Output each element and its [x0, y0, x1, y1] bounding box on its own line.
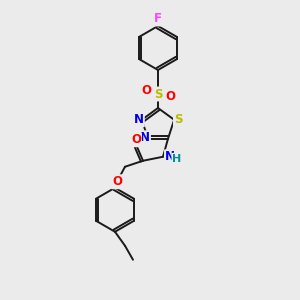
Text: S: S: [154, 88, 162, 100]
Text: O: O: [112, 175, 122, 188]
Text: O: O: [165, 91, 175, 103]
Text: N: N: [165, 150, 175, 163]
Text: N: N: [140, 131, 150, 144]
Text: F: F: [154, 13, 162, 26]
Text: O: O: [131, 133, 141, 146]
Text: N: N: [134, 113, 144, 126]
Text: S: S: [174, 113, 182, 126]
Text: O: O: [141, 85, 151, 98]
Text: H: H: [172, 154, 182, 164]
